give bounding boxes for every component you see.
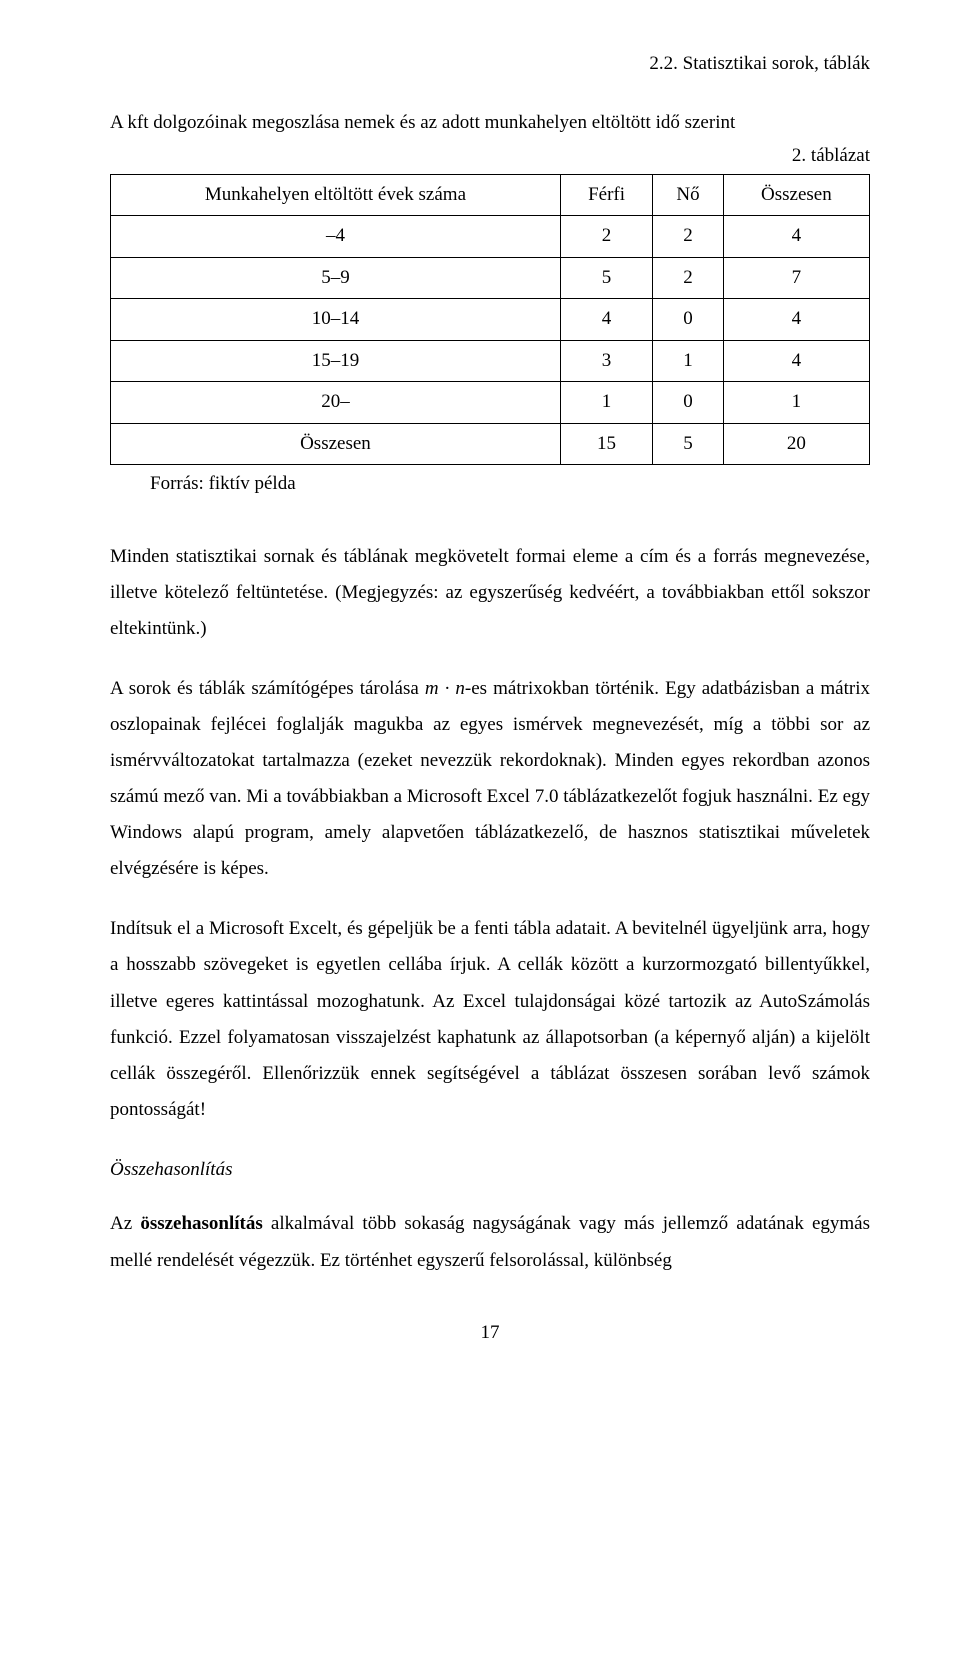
table-caption: A kft dolgozóinak megoszlása nemek és az…: [110, 109, 870, 138]
table-cell: 15–19: [111, 340, 561, 382]
table-source: Forrás: fiktív példa: [110, 470, 870, 499]
table-cell: 1: [560, 382, 652, 424]
table-cell: 20: [723, 423, 869, 465]
table-cell: 7: [723, 257, 869, 299]
table-number: 2. táblázat: [110, 142, 870, 171]
table-header-cell: Nő: [653, 174, 724, 216]
section-heading: Összehasonlítás: [110, 1156, 870, 1185]
table-cell: 15: [560, 423, 652, 465]
table-cell: 2: [653, 257, 724, 299]
table-header-row: Munkahelyen eltöltött évek száma Férfi N…: [111, 174, 870, 216]
table-cell: 3: [560, 340, 652, 382]
table-cell: 2: [560, 216, 652, 258]
paragraph-1: Minden statisztikai sornak és táblának m…: [110, 539, 870, 647]
table-cell: 1: [723, 382, 869, 424]
table-cell: –4: [111, 216, 561, 258]
table-row: 15–19 3 1 4: [111, 340, 870, 382]
table-cell: 0: [653, 299, 724, 341]
table-cell: 1: [653, 340, 724, 382]
table-row: 10–14 4 0 4: [111, 299, 870, 341]
paragraph-text: Az: [110, 1213, 140, 1234]
bold-text: összehasonlítás: [140, 1213, 262, 1234]
table-cell: 4: [723, 216, 869, 258]
table-header-cell: Munkahelyen eltöltött évek száma: [111, 174, 561, 216]
paragraph-2: A sorok és táblák számítógépes tárolása …: [110, 671, 870, 888]
table-cell: 2: [653, 216, 724, 258]
paragraph-3: Indítsuk el a Microsoft Excelt, és gépel…: [110, 911, 870, 1128]
section-header: 2.2. Statisztikai sorok, táblák: [110, 50, 870, 79]
table-cell: 4: [723, 340, 869, 382]
paragraph-4: Az összehasonlítás alkalmával több sokas…: [110, 1206, 870, 1278]
table-cell: 5: [653, 423, 724, 465]
formula-text: m · n: [425, 678, 465, 699]
table-cell: 5: [560, 257, 652, 299]
table-row: 5–9 5 2 7: [111, 257, 870, 299]
page-number: 17: [110, 1319, 870, 1348]
table-cell: 0: [653, 382, 724, 424]
data-table: Munkahelyen eltöltött évek száma Férfi N…: [110, 174, 870, 466]
table-cell: 4: [560, 299, 652, 341]
paragraph-text: A sorok és táblák számítógépes tárolása: [110, 678, 425, 699]
table-row: 20– 1 0 1: [111, 382, 870, 424]
table-cell: 5–9: [111, 257, 561, 299]
table-header-cell: Férfi: [560, 174, 652, 216]
table-row: –4 2 2 4: [111, 216, 870, 258]
table-header-cell: Összesen: [723, 174, 869, 216]
paragraph-text: -es mátrixokban történik. Egy adatbázisb…: [110, 678, 870, 879]
table-cell: 10–14: [111, 299, 561, 341]
table-cell: 20–: [111, 382, 561, 424]
table-cell: 4: [723, 299, 869, 341]
table-total-row: Összesen 15 5 20: [111, 423, 870, 465]
table-cell: Összesen: [111, 423, 561, 465]
